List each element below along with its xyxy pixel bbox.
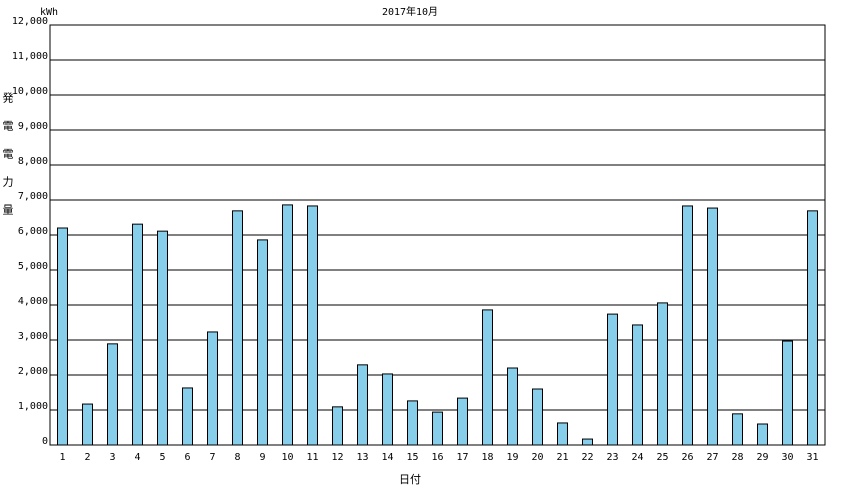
bar (682, 205, 693, 446)
x-tick-label: 30 (781, 452, 793, 463)
y-tick-label: 8,000 (18, 156, 48, 167)
x-tick-label: 6 (184, 452, 190, 463)
y-tick-label: 10,000 (12, 86, 48, 97)
bar (507, 367, 518, 446)
x-tick-label: 17 (456, 452, 468, 463)
bar (307, 205, 318, 446)
chart-title: 2017年10月 (382, 5, 438, 18)
bar (607, 313, 618, 446)
y-tick-label: 2,000 (18, 366, 48, 377)
bar (657, 302, 668, 446)
x-tick-label: 3 (109, 452, 115, 463)
x-tick-label: 4 (134, 452, 140, 463)
y-tick-label: 9,000 (18, 121, 48, 132)
bar (382, 373, 393, 446)
x-tick-label: 28 (731, 452, 743, 463)
x-tick-label: 25 (656, 452, 668, 463)
bar (582, 438, 593, 446)
bar (232, 210, 243, 446)
x-tick-label: 20 (531, 452, 543, 463)
x-tick-label: 16 (431, 452, 443, 463)
y-tick-label: 4,000 (18, 296, 48, 307)
x-tick-label: 26 (681, 452, 693, 463)
bar (707, 207, 718, 446)
x-tick-label: 1 (59, 452, 65, 463)
y-axis-label: 発電電力量 (1, 91, 14, 232)
x-tick-label: 9 (259, 452, 265, 463)
x-tick-label: 18 (481, 452, 493, 463)
bar (57, 227, 68, 446)
bar (82, 403, 93, 446)
y-tick-label: 3,000 (18, 331, 48, 342)
bar (282, 204, 293, 446)
bar (407, 400, 418, 446)
x-tick-label: 21 (556, 452, 568, 463)
x-tick-label: 29 (756, 452, 768, 463)
bar (107, 343, 118, 446)
x-tick-label: 10 (281, 452, 293, 463)
x-tick-label: 19 (506, 452, 518, 463)
bar (157, 230, 168, 446)
y-tick-label: 1,000 (18, 401, 48, 412)
bar (732, 413, 743, 446)
bar (757, 423, 768, 446)
bar (807, 210, 818, 446)
bar (782, 340, 793, 446)
x-tick-label: 13 (356, 452, 368, 463)
y-tick-label: 12,000 (12, 16, 48, 27)
y-tick-label: 0 (42, 436, 48, 447)
x-tick-label: 23 (606, 452, 618, 463)
x-tick-label: 14 (381, 452, 393, 463)
y-tick-label: 7,000 (18, 191, 48, 202)
bar (182, 387, 193, 446)
bar (357, 364, 368, 446)
bar (132, 223, 143, 446)
bar (432, 411, 443, 446)
x-tick-label: 15 (406, 452, 418, 463)
x-tick-label: 24 (631, 452, 643, 463)
x-tick-label: 11 (306, 452, 318, 463)
bar (257, 239, 268, 446)
y-tick-label: 6,000 (18, 226, 48, 237)
bar (482, 309, 493, 446)
x-tick-label: 31 (806, 452, 818, 463)
bar (207, 331, 218, 446)
x-tick-label: 8 (234, 452, 240, 463)
bar (557, 422, 568, 446)
bar (532, 388, 543, 446)
y-tick-label: 11,000 (12, 51, 48, 62)
x-tick-label: 5 (159, 452, 165, 463)
y-tick-label: 5,000 (18, 261, 48, 272)
bar (332, 406, 343, 446)
x-tick-label: 2 (84, 452, 90, 463)
bar (457, 397, 468, 446)
bar (632, 324, 643, 446)
x-tick-label: 7 (209, 452, 215, 463)
x-tick-label: 22 (581, 452, 593, 463)
x-tick-label: 27 (706, 452, 718, 463)
x-tick-label: 12 (331, 452, 343, 463)
x-axis-label: 日付 (399, 473, 421, 486)
unit-label: kWh (40, 7, 58, 18)
